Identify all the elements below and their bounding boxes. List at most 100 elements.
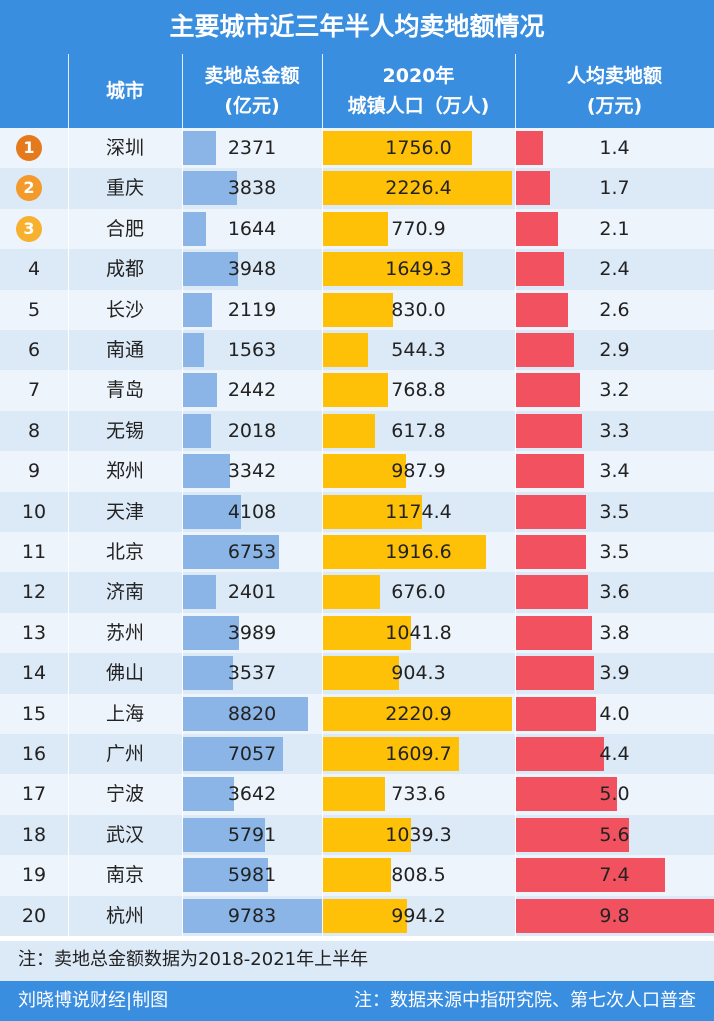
city-name: 郑州	[105, 460, 144, 483]
land-amount-bar	[182, 292, 213, 327]
population-bar	[322, 858, 391, 893]
population-bar	[322, 898, 407, 933]
column-divider	[68, 128, 69, 941]
per-capita-value: 3.6	[599, 581, 630, 604]
per-capita-bar	[515, 333, 574, 367]
per-capita-bar	[515, 777, 617, 812]
land-amount-value: 2371	[227, 137, 277, 159]
per-capita-bar	[515, 413, 582, 448]
land-amount-value: 6753	[227, 541, 277, 563]
header-pop-line2: 城镇人口（万人)	[347, 95, 490, 117]
population-bar	[322, 373, 388, 408]
per-capita-bar	[515, 252, 564, 287]
land-amount-bar	[182, 615, 240, 650]
per-capita-value: 9.8	[599, 904, 630, 927]
population-value: 830.0	[391, 298, 446, 321]
table-header: 城市 卖地总金额 (亿元) 2020年 城镇人口（万人) 人均卖地额 (万元)	[0, 54, 714, 128]
per-capita-value: 7.4	[599, 864, 630, 887]
population-bar	[322, 292, 393, 327]
population-value: 987.9	[391, 460, 446, 483]
population-value: 770.9	[391, 217, 446, 240]
rank-medal: 2	[16, 175, 42, 202]
rank-cell: 14	[21, 662, 47, 685]
per-capita-value: 1.4	[599, 137, 630, 159]
rank-cell: 11	[21, 541, 47, 563]
population-bar	[322, 333, 369, 367]
rank-cell: 5	[27, 298, 41, 321]
rank-cell: 3	[0, 209, 68, 249]
footer-bar: 刘晓博说财经|制图 注：数据来源中指研究院、第七次人口普查	[0, 981, 714, 1021]
column-divider	[515, 128, 516, 941]
header-pop-line1: 2020年	[382, 65, 455, 87]
land-amount-value: 4108	[227, 500, 277, 523]
population-value: 617.8	[391, 419, 446, 442]
city-name: 宁波	[105, 783, 144, 806]
city-name: 成都	[105, 258, 144, 281]
land-amount-value: 5981	[227, 864, 277, 887]
per-capita-value: 3.5	[599, 541, 630, 563]
per-capita-bar	[515, 858, 666, 893]
population-bar	[322, 737, 460, 771]
city-name: 苏州	[105, 621, 144, 644]
land-amount-bar	[182, 252, 239, 287]
city-name: 深圳	[105, 137, 144, 159]
table-row: 9 郑州 3342 987.9 3.4	[0, 451, 714, 492]
land-amount-bar	[182, 171, 237, 206]
table-row: 20 杭州 9783 994.2 9.8	[0, 895, 714, 936]
per-capita-value: 4.4	[599, 743, 630, 765]
table-row: 5 长沙 2119 830.0 2.6	[0, 289, 714, 330]
rank-cell: 6	[27, 339, 41, 361]
city-name: 杭州	[105, 904, 144, 927]
per-capita-bar	[515, 494, 587, 529]
rank-cell: 13	[21, 621, 47, 644]
table-row: 3 合肥 1644 770.9 2.1	[0, 208, 714, 250]
table-row: 6 南通 1563 544.3 2.9	[0, 330, 714, 371]
per-capita-value: 2.6	[599, 298, 630, 321]
land-amount-bar	[182, 737, 283, 771]
header-per-line1: 人均卖地额	[566, 65, 662, 87]
per-capita-value: 4.0	[599, 702, 630, 725]
population-bar	[322, 575, 380, 610]
land-amount-value: 5791	[227, 823, 277, 846]
land-amount-value: 2401	[227, 581, 277, 604]
brand-credit: 刘晓博说财经|制图	[18, 990, 169, 1011]
land-amount-value: 1563	[227, 339, 277, 361]
city-name: 南京	[105, 864, 144, 887]
land-amount-bar	[182, 454, 230, 489]
population-bar	[322, 131, 472, 165]
land-amount-bar	[182, 575, 217, 610]
population-value: 1609.7	[385, 743, 452, 765]
rank-cell: 8	[27, 419, 41, 442]
land-amount-value: 3838	[227, 177, 277, 200]
per-capita-bar	[515, 454, 585, 489]
per-capita-value: 3.8	[599, 621, 630, 644]
population-value: 1174.4	[385, 500, 452, 523]
population-value: 2226.4	[385, 177, 452, 200]
rank-cell: 15	[21, 702, 47, 725]
table-row: 7 青岛 2442 768.8 3.2	[0, 370, 714, 411]
land-amount-bar	[182, 494, 241, 529]
population-value: 1649.3	[385, 258, 452, 281]
rank-cell: 10	[21, 500, 47, 523]
rank-cell: 16	[21, 743, 47, 765]
land-amount-value: 7057	[227, 743, 277, 765]
table-row: 10 天津 4108 1174.4 3.5	[0, 491, 714, 532]
table-row: 14 佛山 3537 904.3 3.9	[0, 653, 714, 694]
land-amount-value: 2442	[227, 379, 277, 402]
table-row: 11 北京 6753 1916.6 3.5	[0, 532, 714, 573]
population-bar	[322, 656, 400, 691]
land-amount-value: 3537	[227, 662, 277, 685]
per-capita-bar	[515, 656, 595, 691]
table-row: 2 重庆 3838 2226.4 1.7	[0, 168, 714, 209]
city-name: 青岛	[105, 379, 144, 402]
rank-cell: 19	[21, 864, 47, 887]
population-value: 808.5	[391, 864, 446, 887]
per-capita-value: 3.3	[599, 419, 630, 442]
land-amount-bar	[182, 858, 268, 893]
per-capita-value: 2.4	[599, 258, 630, 281]
land-amount-value: 2119	[227, 298, 277, 321]
table-row: 16 广州 7057 1609.7 4.4	[0, 734, 714, 775]
per-capita-bar	[515, 575, 589, 610]
land-amount-bar	[182, 333, 205, 367]
